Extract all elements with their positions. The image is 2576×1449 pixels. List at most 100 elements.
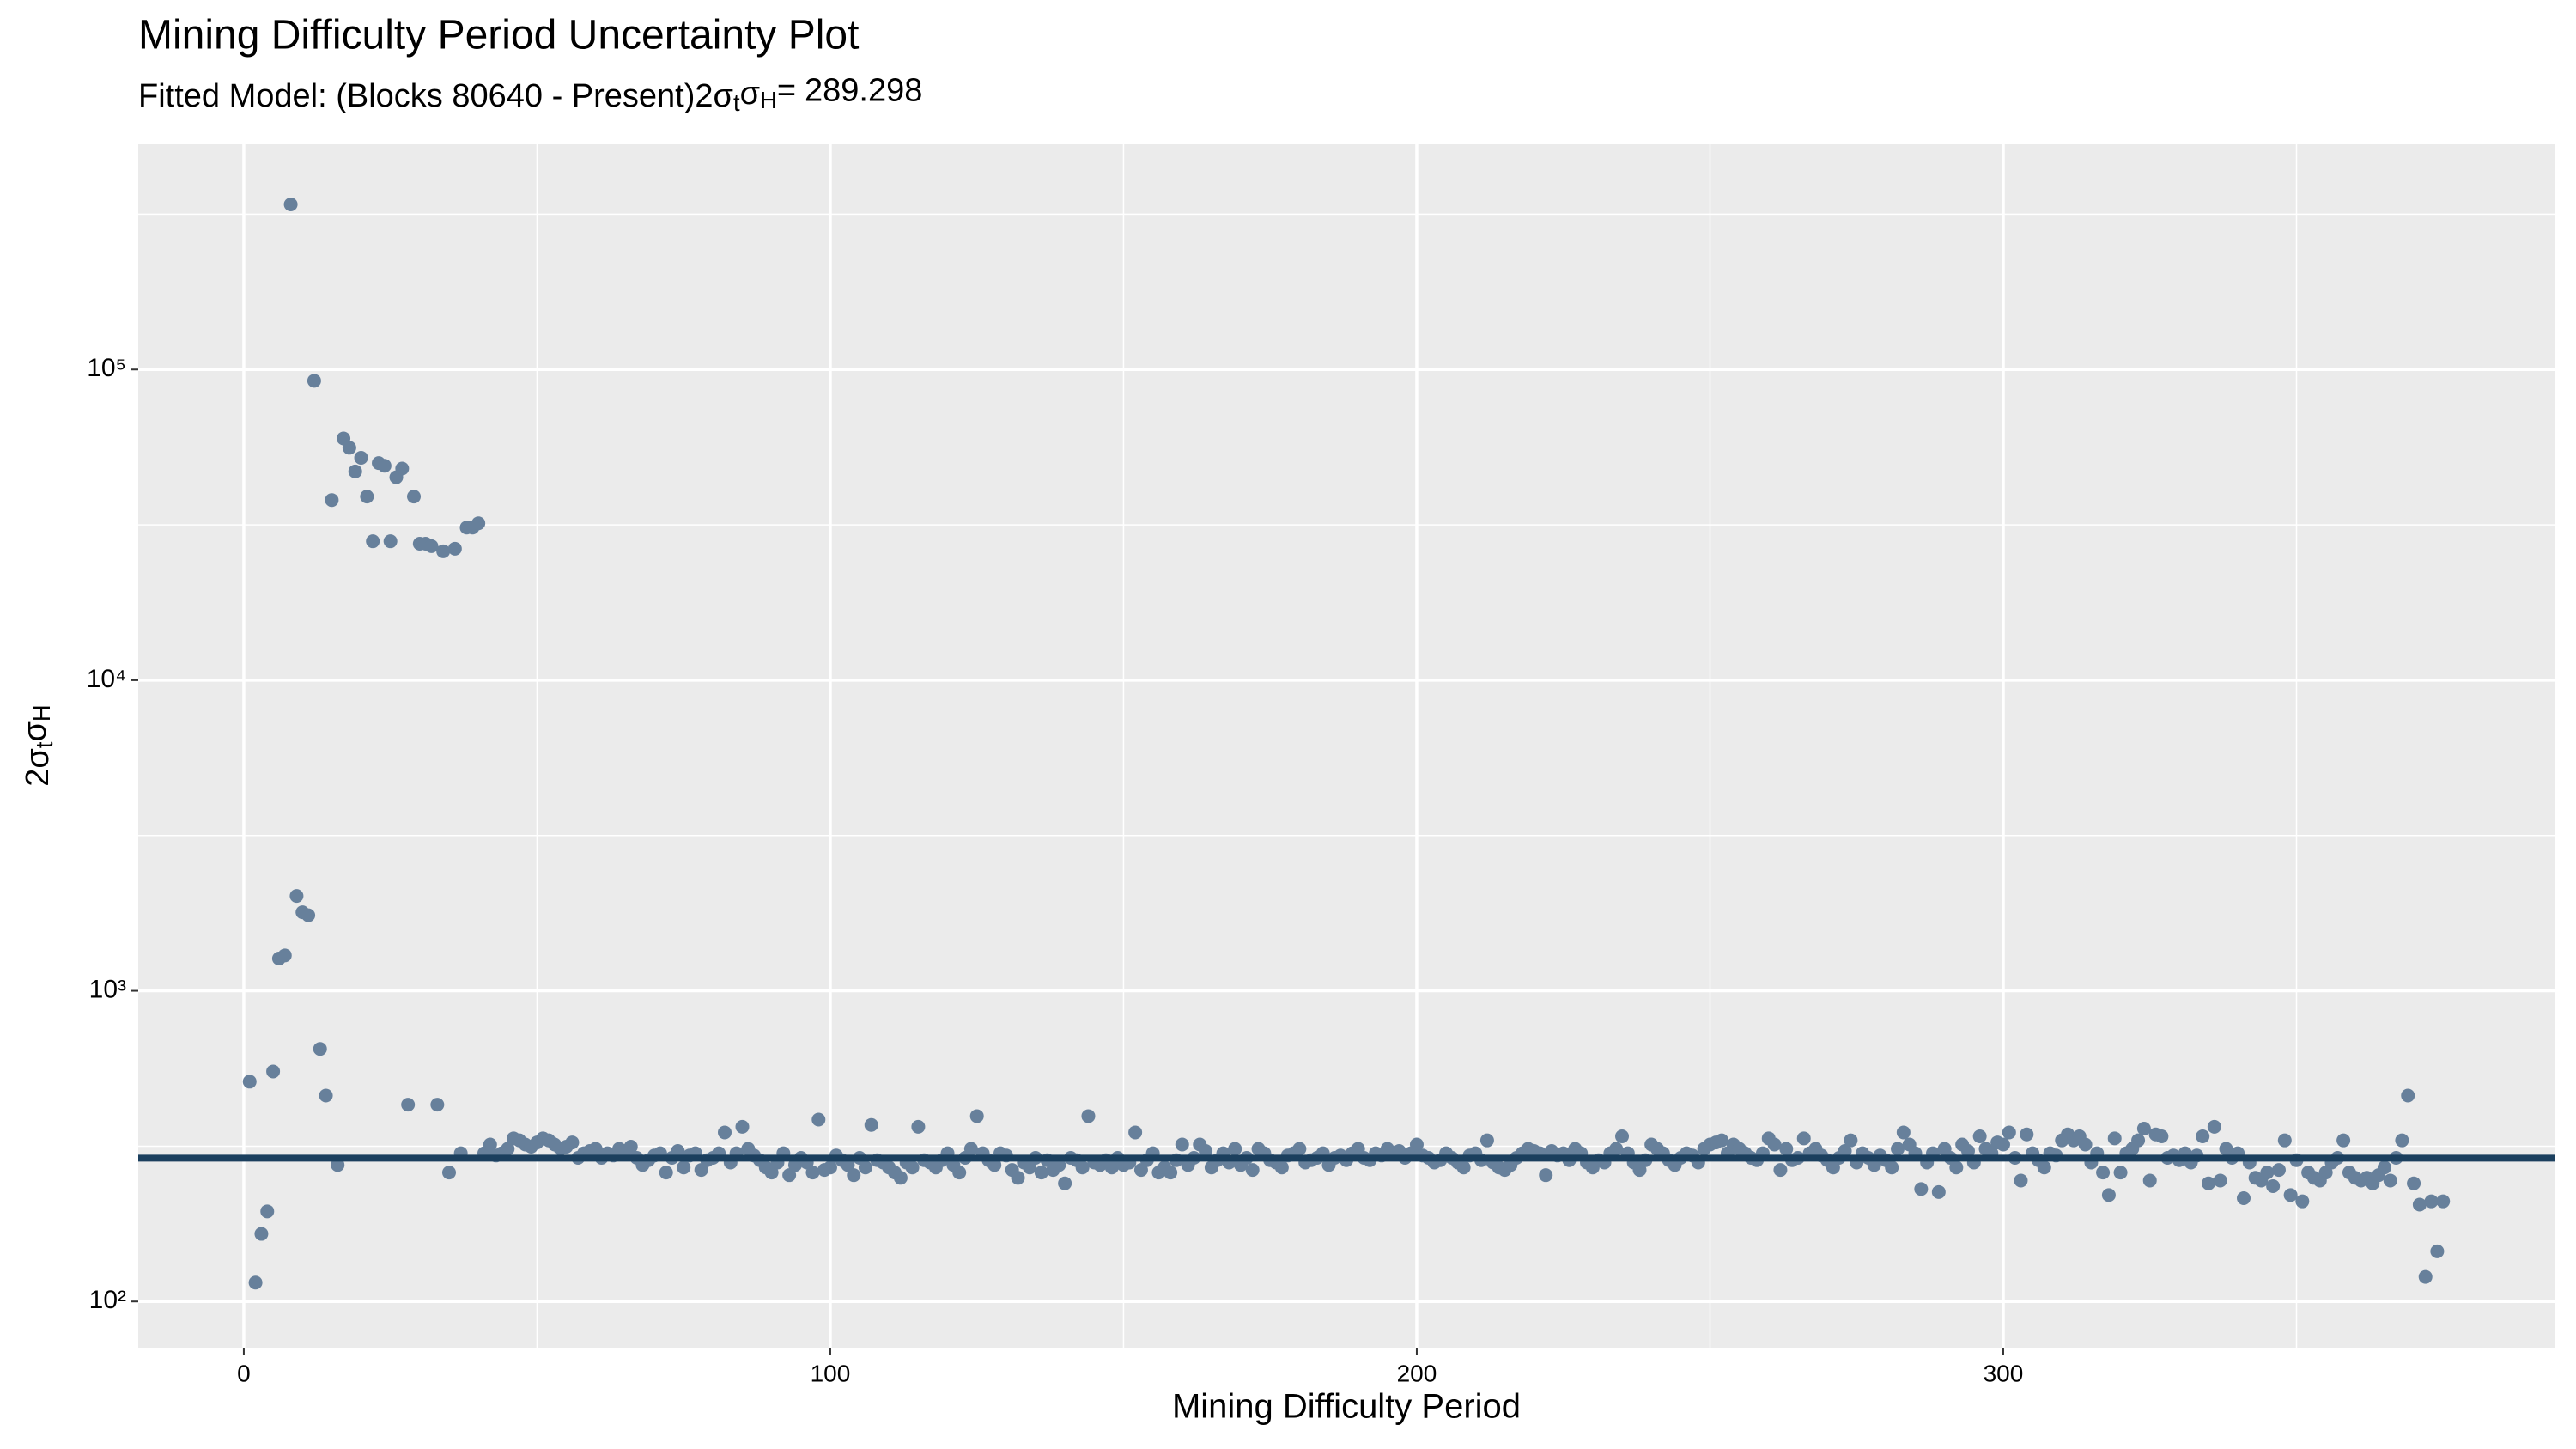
point xyxy=(1773,1163,1788,1178)
point xyxy=(2237,1190,2251,1205)
point xyxy=(1479,1133,1494,1148)
point xyxy=(2136,1122,2151,1136)
x-tick-label: 100 xyxy=(811,1360,851,1386)
subscript: H xyxy=(28,704,55,721)
point xyxy=(1128,1125,1143,1140)
point xyxy=(2418,1269,2433,1284)
y-tick-label: 10⁵ xyxy=(87,354,126,382)
y-axis-label: 2σtσH xyxy=(17,704,58,786)
point xyxy=(1539,1168,1553,1183)
point xyxy=(2401,1088,2415,1103)
point xyxy=(2336,1133,2351,1148)
point xyxy=(2424,1194,2439,1209)
point xyxy=(1163,1166,1178,1180)
point xyxy=(905,1160,920,1175)
subscript: H xyxy=(760,87,777,113)
point xyxy=(2213,1173,2227,1188)
marks xyxy=(138,198,2555,1290)
point xyxy=(2266,1179,2281,1194)
x-tick-label: 300 xyxy=(1984,1360,2024,1386)
point xyxy=(441,1166,456,1180)
point xyxy=(307,374,321,388)
point xyxy=(1011,1171,1025,1185)
point xyxy=(2037,1160,2051,1175)
point xyxy=(1274,1160,1289,1175)
point xyxy=(565,1135,580,1150)
chart-title: Mining Difficulty Period Uncertainty Plo… xyxy=(138,13,859,58)
point xyxy=(2318,1166,2333,1180)
point xyxy=(407,490,422,504)
point xyxy=(289,889,304,904)
point xyxy=(1081,1109,1096,1123)
point xyxy=(2131,1133,2146,1148)
point xyxy=(1228,1142,1242,1156)
point xyxy=(430,1098,445,1112)
point xyxy=(377,459,392,473)
point xyxy=(395,461,410,476)
point xyxy=(659,1166,673,1180)
point xyxy=(1779,1142,1794,1156)
point xyxy=(671,1144,685,1159)
label-part: σ xyxy=(740,76,760,112)
point xyxy=(401,1098,416,1112)
point xyxy=(2430,1244,2445,1258)
point xyxy=(2002,1125,2016,1140)
point xyxy=(366,534,380,549)
label-part: = xyxy=(777,73,796,109)
point xyxy=(963,1142,978,1156)
point xyxy=(1075,1160,1090,1175)
point xyxy=(1409,1137,1424,1152)
point xyxy=(2142,1173,2157,1188)
point xyxy=(2014,1173,2028,1188)
point xyxy=(1175,1137,1189,1152)
point xyxy=(858,1160,872,1175)
label-part: σ xyxy=(17,721,53,741)
point xyxy=(2207,1119,2221,1134)
point xyxy=(383,534,398,549)
y-tick-label: 10² xyxy=(89,1286,126,1314)
point xyxy=(2436,1194,2451,1209)
point xyxy=(1838,1144,1852,1159)
subtitle-text: Fitted Model: (Blocks 80640 - Present) xyxy=(138,78,695,114)
point xyxy=(2020,1127,2034,1142)
point xyxy=(277,948,292,963)
point xyxy=(782,1168,797,1183)
point xyxy=(1058,1176,1072,1190)
subscript: t xyxy=(31,741,58,748)
point xyxy=(501,1142,515,1156)
point xyxy=(424,539,439,553)
point xyxy=(283,198,298,212)
point xyxy=(1199,1144,1213,1159)
point xyxy=(1996,1137,2010,1152)
y-tick-label: 10⁴ xyxy=(87,665,126,693)
point xyxy=(735,1119,750,1134)
point xyxy=(2277,1133,2292,1148)
point xyxy=(847,1168,861,1183)
point xyxy=(718,1125,732,1140)
x-axis-label: Mining Difficulty Period xyxy=(1172,1388,1521,1426)
point xyxy=(1972,1129,1987,1143)
point xyxy=(1034,1166,1048,1180)
point xyxy=(2271,1163,2286,1178)
point xyxy=(2196,1129,2210,1143)
point xyxy=(2260,1166,2275,1180)
point xyxy=(360,490,374,504)
fit-value: 289.298 xyxy=(805,73,922,109)
point xyxy=(2377,1160,2391,1175)
x-tick-label: 0 xyxy=(237,1360,251,1386)
point xyxy=(319,1088,333,1103)
point xyxy=(623,1139,638,1154)
point xyxy=(1245,1163,1260,1178)
y-tick-label: 10³ xyxy=(89,975,126,1003)
point xyxy=(2395,1133,2409,1148)
point xyxy=(447,541,462,556)
point xyxy=(471,516,486,531)
point xyxy=(254,1227,269,1241)
point xyxy=(823,1160,837,1175)
point xyxy=(1715,1133,1729,1148)
point xyxy=(2154,1129,2169,1143)
point xyxy=(301,908,316,922)
point xyxy=(969,1109,984,1123)
point xyxy=(2295,1194,2310,1209)
